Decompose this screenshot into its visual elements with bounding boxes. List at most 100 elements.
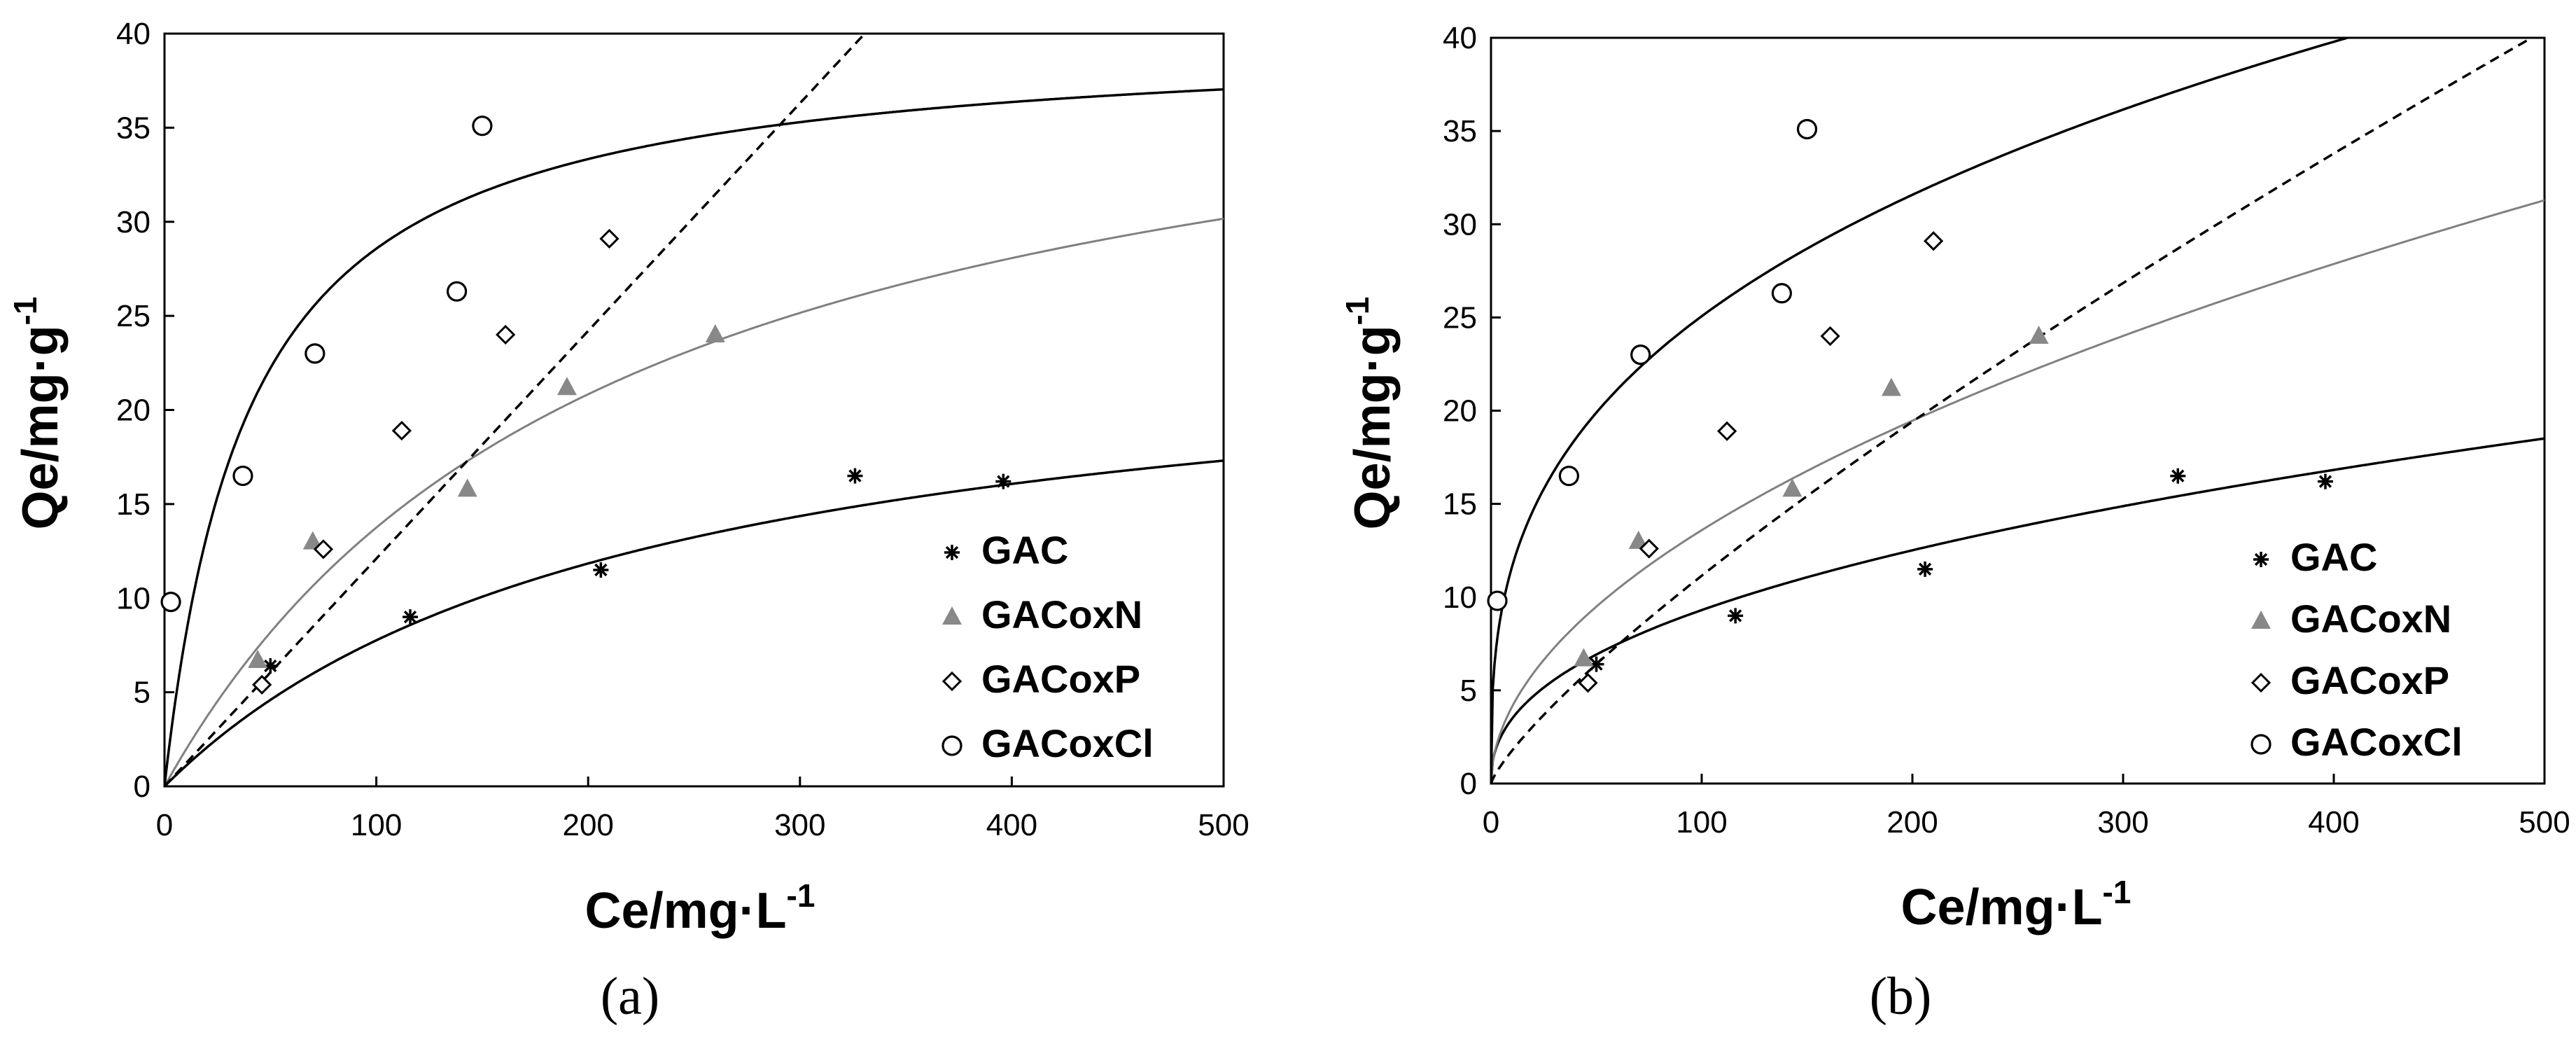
legend-marker-a-gacoxn bbox=[942, 606, 962, 625]
y-tick-label-b-0: 0 bbox=[1460, 767, 1477, 801]
panel-caption-b: (b) bbox=[1870, 967, 1932, 1026]
y-tick-label-b-35: 35 bbox=[1443, 114, 1477, 148]
fit-curve-b-gacoxcl bbox=[1491, 38, 2352, 784]
axis-ticks-a: 0 100 200 300 400 500 0 5 10 15 20 25 30 35 40 bbox=[116, 17, 1250, 842]
data-point-a-gac-5 bbox=[995, 473, 1011, 489]
x-tick-label-b-300: 300 bbox=[2097, 805, 2148, 840]
data-point-b-gacoxn-4 bbox=[1881, 377, 1901, 396]
x-tick-label-a-100: 100 bbox=[351, 808, 402, 842]
legend-item-a-gacoxcl: GACoxCl bbox=[941, 721, 1154, 765]
legend-label-b-gac: GAC bbox=[2290, 535, 2377, 579]
legend-item-a-gacoxp: GACoxP bbox=[941, 657, 1140, 701]
panel-caption-a: (a) bbox=[601, 967, 659, 1026]
y-tick-label-b-30: 30 bbox=[1443, 207, 1477, 242]
y-tick-label-a-40: 40 bbox=[116, 17, 150, 51]
plot-area-a: 0 100 200 300 400 500 0 5 10 15 20 25 30 35 40 bbox=[116, 17, 1250, 842]
data-point-b-gacoxcl-5 bbox=[1796, 118, 1818, 140]
data-point-b-gacoxn-5 bbox=[2029, 326, 2049, 344]
x-tick-label-a-200: 200 bbox=[562, 808, 613, 842]
y-tick-label-a-0: 0 bbox=[134, 770, 150, 804]
data-point-b-gacoxcl-3 bbox=[1630, 344, 1651, 366]
data-point-b-gac-5 bbox=[2317, 473, 2333, 489]
y-axis-label-sup-a: -1 bbox=[7, 297, 43, 326]
data-point-a-gac-2 bbox=[402, 609, 419, 625]
y-tick-label-b-5: 5 bbox=[1460, 674, 1477, 708]
fit-curves-a bbox=[164, 34, 1224, 786]
legend-label-b-gacoxn: GACoxN bbox=[2290, 597, 2451, 641]
fit-curves-b bbox=[1491, 38, 2544, 784]
data-point-b-gac-1 bbox=[1588, 656, 1604, 672]
fit-curve-a-gacoxp bbox=[164, 34, 867, 786]
data-point-a-gacoxcl-5 bbox=[472, 116, 493, 137]
data-point-b-gacoxcl-1 bbox=[1487, 590, 1508, 611]
data-point-a-gacoxp-5 bbox=[599, 228, 620, 249]
y-tick-label-a-5: 5 bbox=[134, 676, 150, 710]
fit-curve-a-gac bbox=[164, 459, 1224, 786]
legend-marker-a-gacoxp bbox=[941, 671, 962, 692]
chart-panel-a: 0 100 200 300 400 500 0 5 10 15 20 25 30 35 40 Ce/mg·L… bbox=[7, 17, 1250, 1026]
data-point-b-gac-3 bbox=[1917, 561, 1933, 577]
legend-item-a-gacoxn: GACoxN bbox=[942, 592, 1142, 636]
x-axis-title-a: Ce/mg·L-1 bbox=[585, 877, 816, 939]
legend-label-b-gacoxcl: GACoxCl bbox=[2290, 720, 2463, 764]
fit-curve-a-gacoxcl bbox=[164, 88, 1224, 786]
data-point-a-gac-4 bbox=[847, 468, 863, 484]
data-point-b-gacoxp-4 bbox=[1820, 326, 1840, 347]
data-point-b-gacoxn-3 bbox=[1782, 478, 1802, 497]
y-tick-label-a-25: 25 bbox=[116, 299, 150, 333]
x-axis-label-a: Ce/mg·L bbox=[585, 883, 787, 939]
data-point-a-gacoxcl-4 bbox=[446, 281, 468, 302]
legend-marker-b-gacoxn bbox=[2251, 611, 2271, 629]
legend-label-a-gacoxp: GACoxP bbox=[981, 657, 1140, 701]
data-point-a-gacoxp-1 bbox=[252, 674, 272, 695]
x-tick-label-a-400: 400 bbox=[986, 808, 1037, 842]
data-point-b-gacoxp-3 bbox=[1716, 421, 1737, 441]
legend-item-a-gac: GAC bbox=[944, 528, 1068, 572]
data-point-b-gacoxn-2 bbox=[1628, 530, 1648, 549]
y-tick-label-a-20: 20 bbox=[116, 394, 150, 428]
data-point-a-gacoxn-5 bbox=[705, 324, 725, 342]
legend-marker-b-gacoxp bbox=[2250, 672, 2272, 693]
legend-marker-a-gac bbox=[944, 545, 960, 560]
y-axis-title-a: Qe/mg·g-1 bbox=[7, 297, 69, 530]
legend-marker-b-gac bbox=[2253, 552, 2269, 567]
data-point-a-gacoxn-4 bbox=[556, 377, 577, 396]
legend-label-a-gac: GAC bbox=[981, 528, 1068, 572]
legend-label-a-gacoxcl: GACoxCl bbox=[981, 721, 1154, 765]
data-point-a-gacoxn-1 bbox=[248, 649, 268, 668]
legend-label-a-gacoxn: GACoxN bbox=[981, 592, 1142, 636]
y-tick-label-b-15: 15 bbox=[1443, 487, 1477, 522]
data-point-a-gacoxcl-1 bbox=[160, 592, 181, 613]
y-axis-label-a: Qe/mg·g bbox=[13, 325, 69, 529]
y-axis-label-sup-b: -1 bbox=[1339, 297, 1376, 326]
chart-panel-b: 0 100 200 300 400 500 0 5 10 15 20 25 30 35 40 Ce/mg·L… bbox=[1339, 21, 2570, 1026]
data-point-a-gac-3 bbox=[593, 562, 609, 578]
legend-b: GAC GACoxN GACoxP GACoxCl bbox=[2250, 535, 2463, 764]
x-tick-label-b-0: 0 bbox=[1483, 805, 1499, 840]
data-point-a-gacoxp-3 bbox=[391, 420, 412, 441]
y-tick-label-a-30: 30 bbox=[116, 205, 150, 239]
y-tick-label-a-15: 15 bbox=[116, 487, 150, 522]
y-tick-label-b-40: 40 bbox=[1443, 21, 1477, 55]
data-point-b-gac-4 bbox=[2170, 468, 2186, 484]
data-point-a-gacoxn-3 bbox=[457, 478, 477, 497]
y-tick-label-a-35: 35 bbox=[116, 111, 150, 145]
y-tick-label-b-25: 25 bbox=[1443, 300, 1477, 335]
fit-curve-b-gacoxn bbox=[1491, 199, 2544, 784]
data-point-a-gac-1 bbox=[262, 658, 279, 674]
x-tick-label-b-200: 200 bbox=[1886, 805, 1938, 840]
fit-curve-a-gacoxn bbox=[164, 217, 1224, 786]
fit-curve-b-gacoxp bbox=[1491, 38, 2535, 784]
legend-item-b-gacoxn: GACoxN bbox=[2251, 597, 2451, 641]
y-tick-label-b-10: 10 bbox=[1443, 580, 1477, 615]
x-tick-label-b-400: 400 bbox=[2308, 805, 2359, 840]
data-point-b-gacoxp-5 bbox=[1923, 231, 1944, 251]
axis-ticks-b: 0 100 200 300 400 500 0 5 10 15 20 25 30 35 40 bbox=[1443, 21, 2570, 840]
data-point-b-gacoxn-1 bbox=[1574, 648, 1594, 667]
legend-label-b-gacoxp: GACoxP bbox=[2290, 658, 2449, 702]
data-point-a-gacoxp-2 bbox=[313, 539, 334, 559]
y-tick-label-b-20: 20 bbox=[1443, 394, 1477, 429]
data-point-a-gacoxp-4 bbox=[496, 324, 516, 345]
data-point-b-gacoxp-2 bbox=[1639, 538, 1659, 559]
